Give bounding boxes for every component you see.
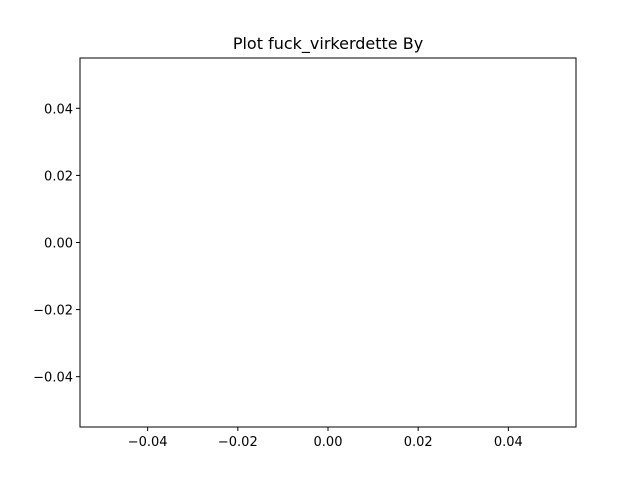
x-tick-label: 0.00 bbox=[314, 435, 343, 450]
y-axis: −0.04 −0.02 0.00 0.02 0.04 bbox=[33, 102, 80, 386]
x-tick-label: −0.02 bbox=[218, 435, 258, 450]
y-tick-label: −0.04 bbox=[33, 371, 73, 386]
y-tick-label: 0.00 bbox=[44, 237, 73, 252]
x-tick-label: 0.02 bbox=[404, 435, 433, 450]
axes-frame bbox=[79, 57, 577, 428]
y-tick-label: 0.04 bbox=[44, 102, 73, 117]
y-tick-label: 0.02 bbox=[44, 169, 73, 184]
x-tick-label: −0.04 bbox=[128, 435, 168, 450]
chart-title: Plot fuck_virkerdette By bbox=[233, 34, 423, 54]
x-axis: −0.04 −0.02 0.00 0.02 0.04 bbox=[128, 427, 523, 450]
y-tick-label: −0.02 bbox=[33, 304, 73, 319]
x-tick-label: 0.04 bbox=[494, 435, 523, 450]
